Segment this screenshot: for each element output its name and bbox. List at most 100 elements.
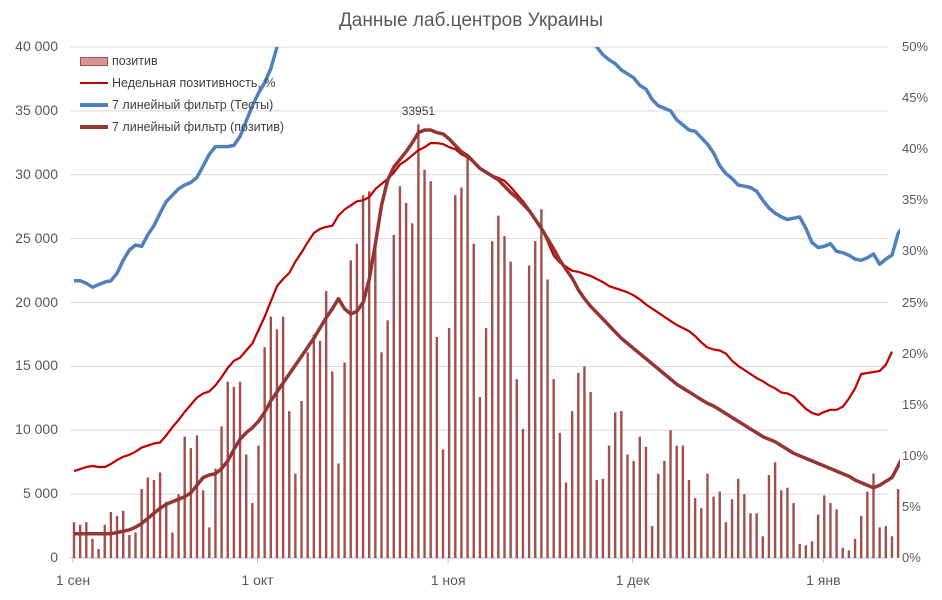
- bar: [724, 522, 728, 558]
- y2-tick-label: 40%: [902, 141, 929, 157]
- bar: [423, 169, 426, 558]
- y2-tick-label: 30%: [902, 243, 929, 259]
- bar: [152, 480, 156, 558]
- bar: [226, 381, 229, 558]
- bar: [257, 445, 260, 558]
- bar: [761, 536, 764, 558]
- bar: [583, 366, 586, 558]
- bar: [294, 473, 297, 558]
- bar: [220, 426, 223, 558]
- bar: [730, 499, 734, 558]
- bar: [737, 478, 740, 558]
- bar: [201, 490, 205, 558]
- bar: [841, 547, 844, 558]
- bar: [669, 430, 672, 558]
- bar: [644, 446, 648, 558]
- bar: [429, 181, 432, 558]
- bar: [460, 187, 463, 558]
- bar: [214, 468, 217, 558]
- bar: [331, 371, 334, 558]
- bar: [884, 526, 887, 558]
- legend-item-positive: позитив: [80, 50, 284, 72]
- y2-tick-label: 0%: [902, 550, 921, 565]
- bar: [853, 538, 857, 558]
- y-tick-label: 10 000: [15, 421, 58, 438]
- bar: [491, 241, 494, 558]
- bar: [380, 352, 383, 558]
- bar: [896, 489, 900, 558]
- legend-item-weekly-positivity: Недельная позитивность, %: [80, 72, 284, 94]
- bar: [288, 411, 291, 558]
- bar: [78, 524, 82, 558]
- bar: [706, 473, 709, 558]
- bar: [72, 522, 76, 558]
- y2-tick-label: 10%: [902, 447, 929, 463]
- y2-tick-label: 25%: [902, 294, 929, 310]
- bar: [454, 195, 457, 558]
- line-swatch-icon: [80, 103, 108, 107]
- bar: [392, 234, 395, 559]
- bar: [251, 503, 254, 558]
- bar: [798, 543, 801, 558]
- bar: [749, 513, 752, 558]
- bar: [570, 411, 574, 558]
- bar: [810, 541, 814, 558]
- y-tick-label: 0: [50, 549, 58, 565]
- bar: [386, 320, 389, 558]
- bar: [521, 428, 525, 558]
- bar: [368, 191, 371, 559]
- bar: [306, 352, 309, 558]
- series-line: [74, 47, 900, 289]
- bar: [337, 463, 340, 558]
- bar: [552, 379, 555, 558]
- x-tick-label: 1 окт: [241, 572, 274, 588]
- bar: [607, 445, 611, 558]
- bar: [238, 381, 242, 558]
- y2-tick-label: 15%: [902, 396, 929, 412]
- bar: [269, 316, 272, 558]
- bar: [773, 462, 777, 558]
- bar: [693, 497, 697, 558]
- bar: [275, 329, 279, 558]
- y-tick-label: 20 000: [15, 293, 58, 310]
- bar: [312, 334, 316, 558]
- legend-item-tests-filter: 7 линейный фильтр (Тесты): [80, 94, 284, 116]
- y2-tick-label: 35%: [902, 192, 929, 208]
- bar: [208, 527, 211, 558]
- bar: [638, 436, 641, 558]
- bar: [472, 243, 475, 559]
- x-tick-label: 1 сен: [55, 572, 91, 588]
- bar: [177, 494, 180, 558]
- bar: [558, 432, 562, 558]
- bar: [509, 261, 512, 558]
- y-tick-label: 30 000: [15, 165, 58, 182]
- bar: [527, 265, 531, 558]
- bar: [398, 186, 402, 558]
- bar: [103, 524, 106, 558]
- bar: [478, 397, 482, 558]
- bar: [577, 372, 580, 558]
- legend: позитив Недельная позитивность, % 7 лине…: [80, 50, 284, 138]
- bar: [165, 501, 168, 558]
- bar: [804, 545, 808, 558]
- bar: [300, 400, 303, 558]
- bar: [663, 460, 666, 558]
- bar: [91, 538, 94, 558]
- bar: [700, 508, 703, 558]
- bar: [189, 448, 193, 558]
- x-tick-label: 1 ноя: [430, 572, 466, 588]
- bar: [823, 495, 826, 558]
- bar: [620, 411, 623, 558]
- bar: [374, 241, 377, 558]
- line-swatch-icon: [80, 82, 108, 84]
- bar: [614, 412, 617, 558]
- bar: [417, 124, 420, 559]
- bar: [534, 241, 537, 558]
- bar: [85, 522, 88, 558]
- y2-tick-label: 45%: [902, 90, 929, 106]
- bar: [318, 340, 322, 558]
- bar: [595, 480, 598, 558]
- bar: [626, 454, 629, 558]
